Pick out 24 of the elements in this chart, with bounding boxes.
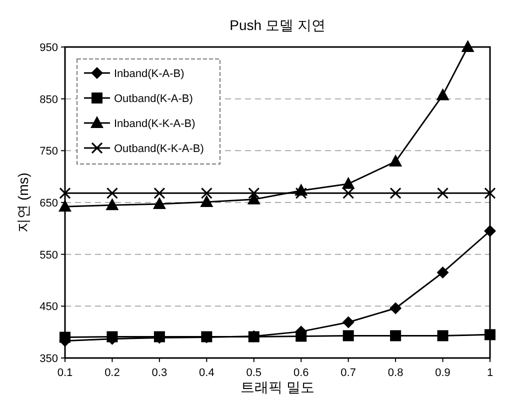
x-tick-label: 0.3 <box>152 367 168 379</box>
legend-label: Inband(K-K-A-B) <box>114 118 196 130</box>
legend-label: Outband(K-K-A-B) <box>114 143 204 155</box>
x-tick-label: 0.1 <box>57 367 73 379</box>
chart-title: Push 모델 지연 <box>230 17 326 33</box>
legend-label: Inband(K-A-B) <box>114 68 184 80</box>
x-tick-label: 0.2 <box>104 367 120 379</box>
x-tick-label: 0.6 <box>293 367 309 379</box>
y-tick-label: 450 <box>40 301 58 314</box>
y-tick-label: 350 <box>40 353 58 365</box>
y-tick-label: 750 <box>40 146 58 158</box>
y-tick-label: 950 <box>40 42 58 54</box>
x-tick-label: 1 <box>486 367 494 379</box>
x-tick-label: 0.9 <box>435 367 450 379</box>
x-axis-title: 트래픽 밀도 <box>240 379 314 395</box>
y-tick-label: 650 <box>40 198 58 210</box>
x-tick-label: 0.8 <box>388 367 404 379</box>
x-tick-label: 0.4 <box>199 367 214 379</box>
y-tick-label: 550 <box>40 249 58 262</box>
y-axis-title: 지연 (ms) <box>15 172 31 232</box>
x-tick-label: 0.7 <box>340 367 356 379</box>
y-tick-label: 850 <box>40 94 58 106</box>
legend-label: Outband(K-A-B) <box>114 93 193 105</box>
x-tick-label: 0.5 <box>246 367 262 379</box>
